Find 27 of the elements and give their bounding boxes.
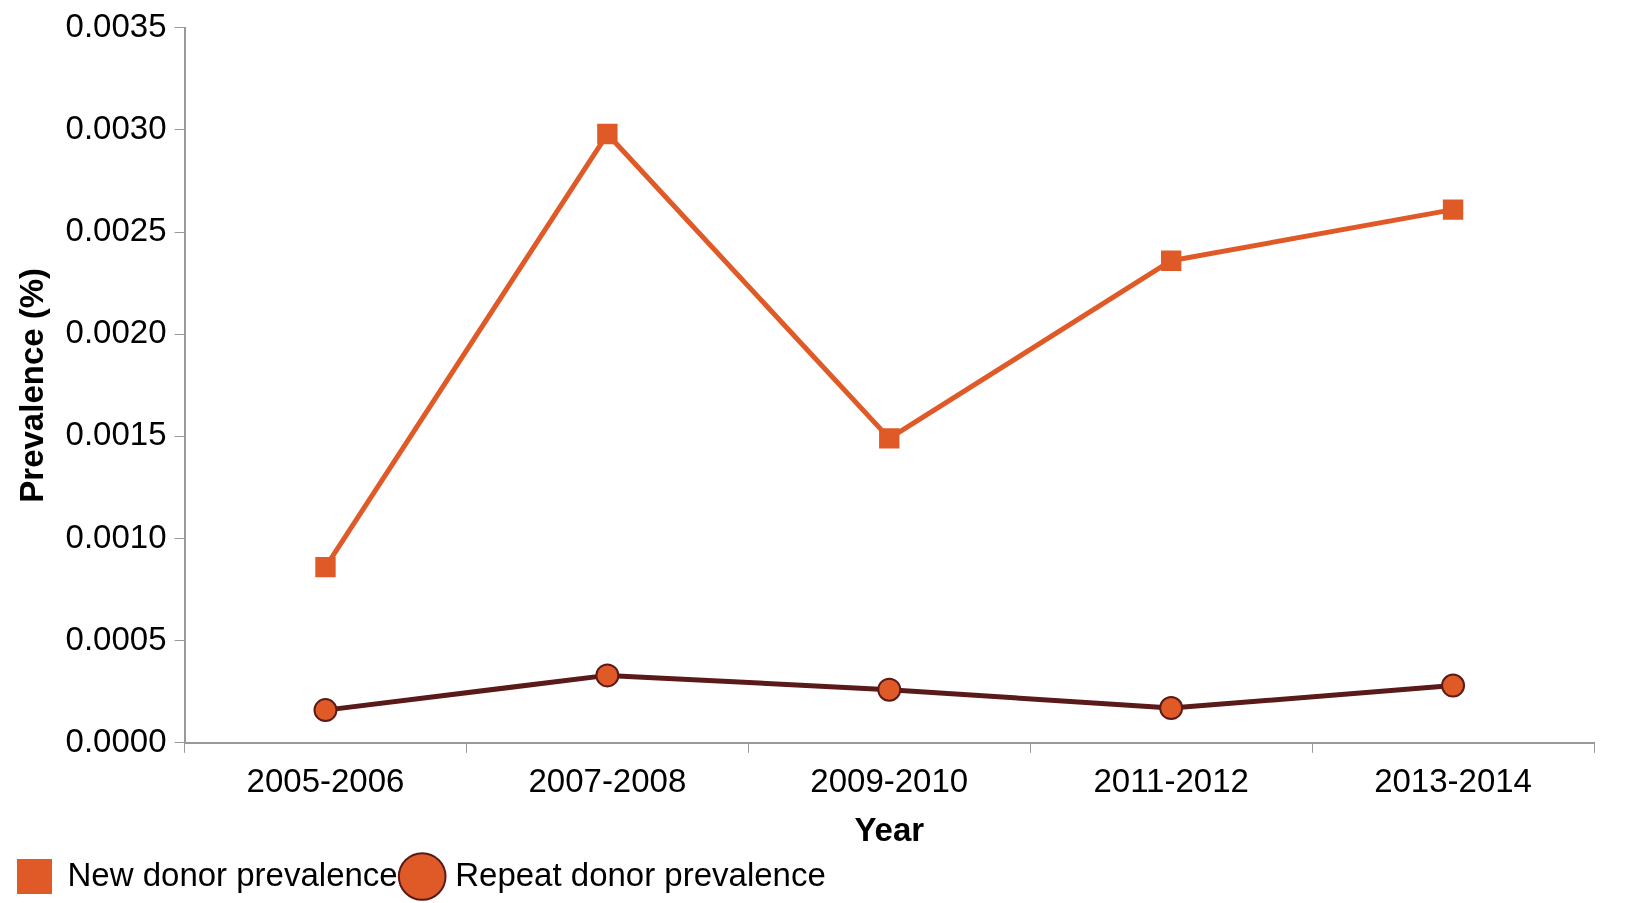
point — [313, 698, 338, 723]
point — [315, 556, 336, 578]
point — [1159, 696, 1184, 721]
point — [595, 663, 620, 688]
y-tick-label: 0.0025 — [65, 211, 167, 249]
y-tick-label: 0.0005 — [65, 619, 167, 657]
x-tick-label: 2005-2006 — [246, 761, 405, 799]
point — [1160, 250, 1182, 271]
legend-label: New donor prevalence — [67, 855, 398, 893]
y-axis-title: Prevalence (%) — [12, 267, 50, 503]
y-tick-label: 0.0010 — [65, 517, 167, 555]
point — [1442, 199, 1464, 220]
point — [1441, 673, 1466, 698]
legend-label: Repeat donor prevalence — [455, 855, 826, 893]
point — [879, 428, 900, 449]
y-tick-label: 0.0035 — [65, 6, 167, 44]
x-tick-label: 2009-2010 — [810, 761, 969, 799]
x-tick-label: 2007-2008 — [528, 761, 687, 799]
x-tick-label: 2011-2012 — [1093, 761, 1249, 799]
point — [877, 677, 902, 702]
x-axis-title: Year — [854, 811, 925, 849]
y-tick-label: 0.0000 — [65, 721, 167, 759]
point — [597, 123, 618, 145]
y-tick-label: 0.0030 — [65, 109, 167, 147]
y-tick-label: 0.0015 — [65, 415, 167, 453]
y-tick-label: 0.0020 — [65, 313, 167, 351]
x-tick-label: 2013-2014 — [1374, 761, 1532, 799]
